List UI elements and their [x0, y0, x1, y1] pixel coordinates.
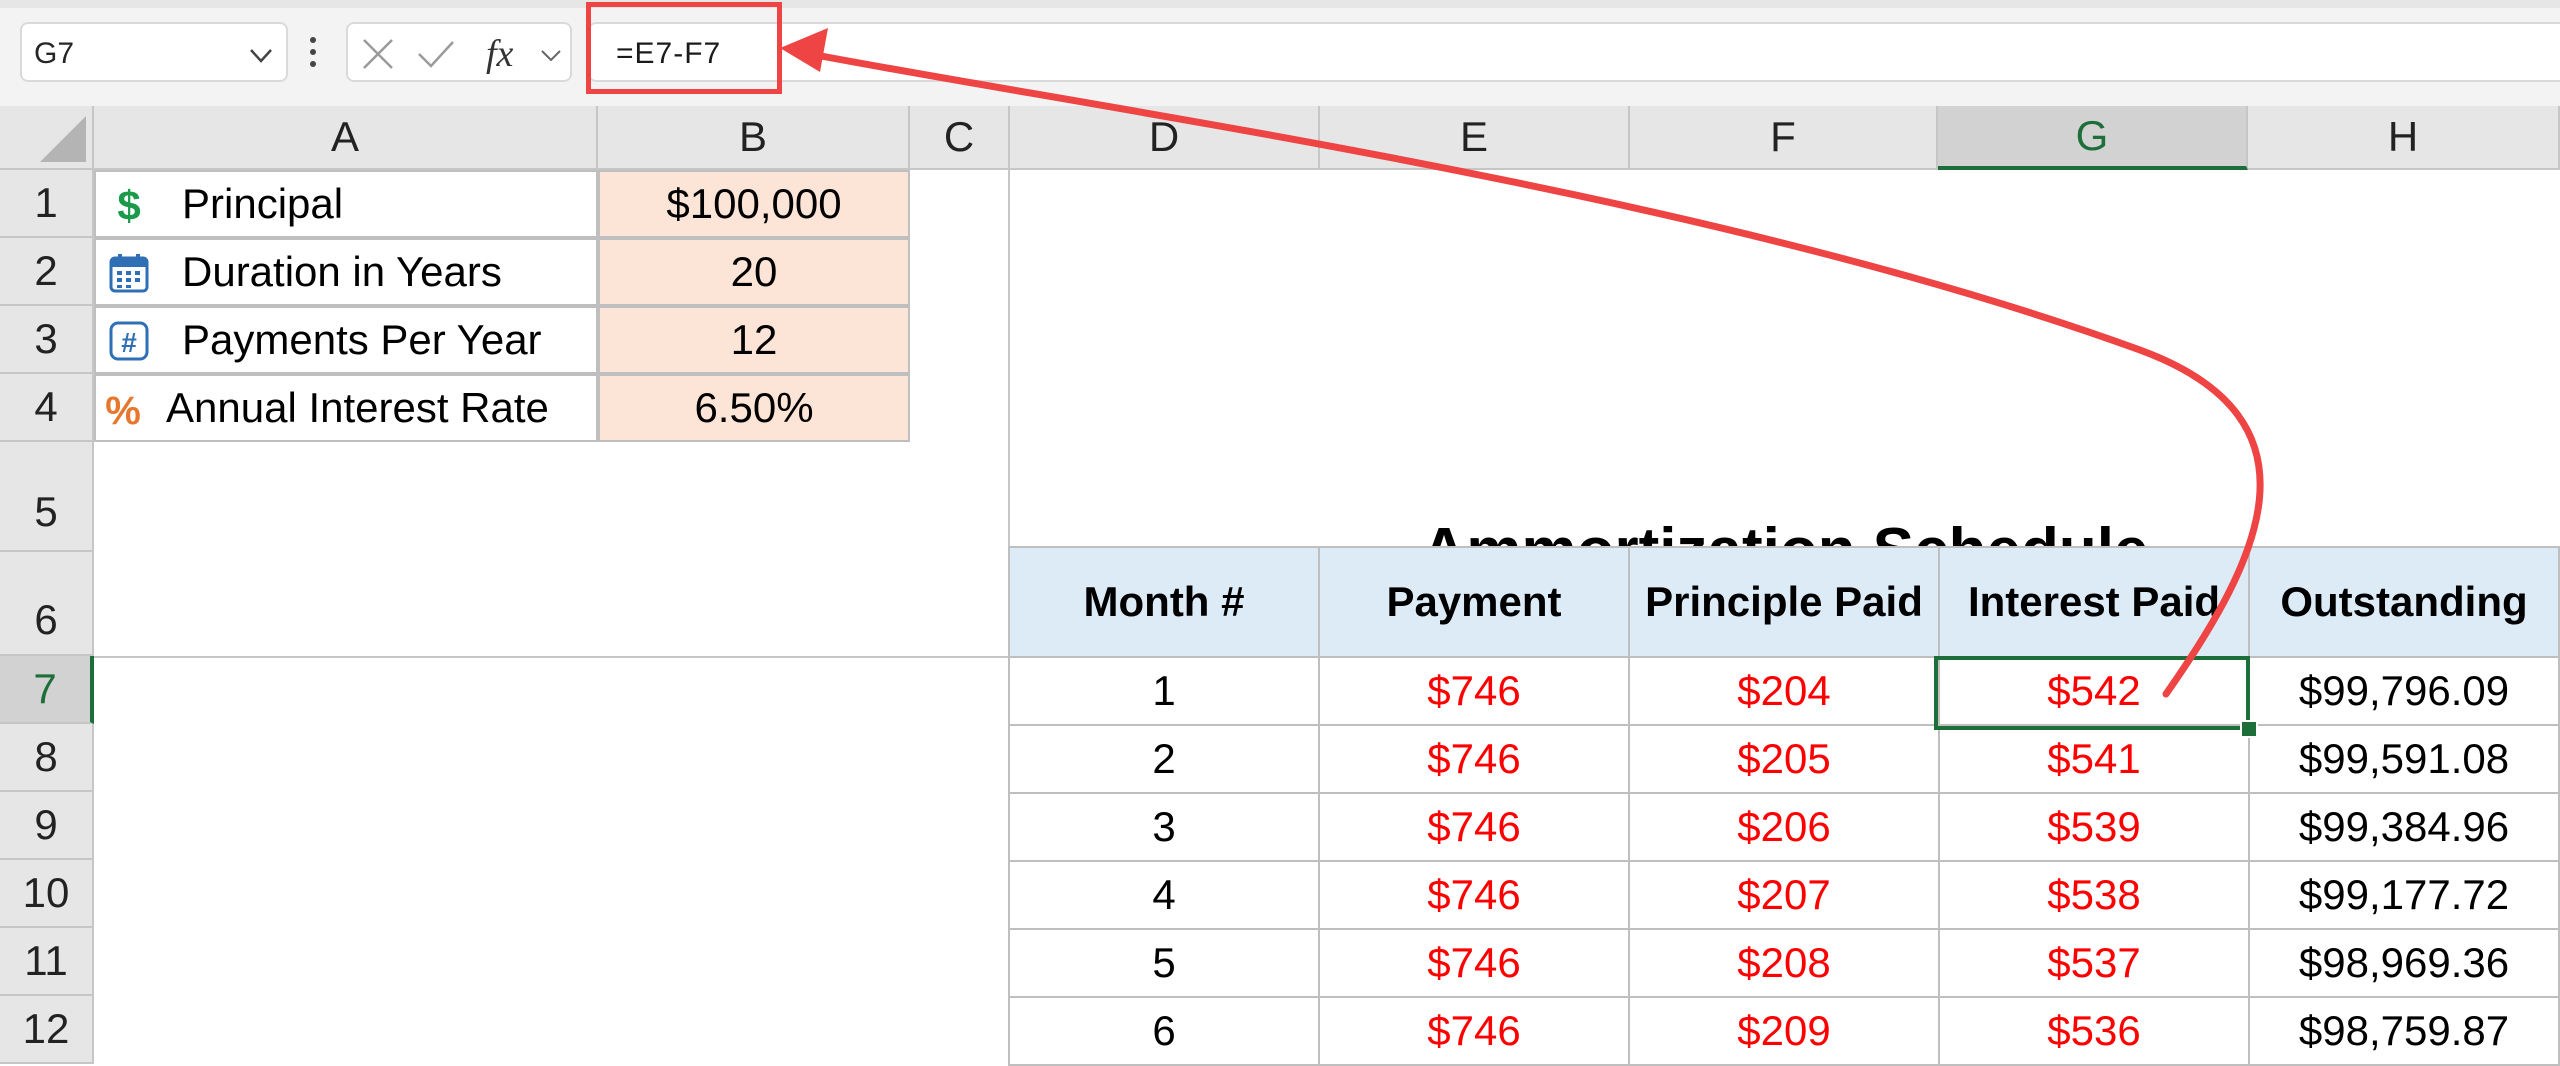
schedule-cell[interactable]: $208 [1628, 928, 1940, 998]
schedule-cell[interactable]: $746 [1318, 928, 1630, 998]
input-label: Principal [182, 180, 344, 227]
schedule-cell[interactable]: $542 [1938, 656, 2250, 726]
spreadsheet-grid: A B C D E F G H 1 2 3 4 5 6 7 8 9 10 11 … [0, 106, 2560, 1066]
input-label: Annual Interest Rate [166, 384, 549, 431]
schedule-cell[interactable]: $537 [1938, 928, 2250, 998]
chevron-down-icon[interactable] [538, 42, 564, 68]
column-header-d[interactable]: D [1010, 106, 1320, 170]
input-value-cell[interactable]: 20 [598, 238, 910, 306]
schedule-cell[interactable]: $538 [1938, 860, 2250, 930]
input-label: Payments Per Year [182, 316, 542, 363]
schedule-cell[interactable]: $746 [1318, 792, 1630, 862]
formula-text: =E7-F7 [616, 37, 722, 70]
schedule-cell[interactable]: $536 [1938, 996, 2250, 1066]
schedule-header[interactable]: Interest Paid [1938, 546, 2250, 658]
fill-handle[interactable] [2240, 720, 2258, 738]
schedule-cell[interactable]: 1 [1008, 656, 1320, 726]
enter-check-icon[interactable] [416, 36, 456, 72]
schedule-cell[interactable]: 5 [1008, 928, 1320, 998]
svg-text:#: # [121, 327, 137, 358]
schedule-cell[interactable]: $98,759.87 [2248, 996, 2560, 1066]
input-label-cell[interactable]: $ Principal [94, 170, 598, 238]
row-header-4[interactable]: 4 [0, 374, 94, 442]
row-header-6[interactable]: 6 [0, 552, 94, 656]
column-header-e[interactable]: E [1320, 106, 1630, 170]
more-options-icon[interactable] [307, 28, 319, 76]
formula-bar: G7 fx =E7-F7 [0, 0, 2560, 106]
column-header-g[interactable]: G [1938, 106, 2248, 170]
schedule-cell[interactable]: $746 [1318, 860, 1630, 930]
input-label: Duration in Years [182, 248, 502, 295]
row-header-12[interactable]: 12 [0, 996, 94, 1064]
schedule-header[interactable]: Payment [1318, 546, 1630, 658]
row-divider [94, 656, 1010, 658]
schedule-cell[interactable]: $207 [1628, 860, 1940, 930]
hash-icon: # [109, 321, 149, 361]
row-header-5[interactable]: 5 [0, 442, 94, 552]
input-label-cell[interactable]: Duration in Years [94, 238, 598, 306]
name-box[interactable]: G7 [20, 22, 288, 82]
schedule-cell[interactable]: $99,384.96 [2248, 792, 2560, 862]
row-header-9[interactable]: 9 [0, 792, 94, 860]
row-header-2[interactable]: 2 [0, 238, 94, 306]
input-value-cell[interactable]: $100,000 [598, 170, 910, 238]
schedule-cell[interactable]: $206 [1628, 792, 1940, 862]
input-label-cell[interactable]: % Annual Interest Rate [94, 374, 598, 442]
ribbon-edge [0, 0, 2560, 8]
schedule-cell[interactable]: $539 [1938, 792, 2250, 862]
schedule-cell[interactable]: $99,591.08 [2248, 724, 2560, 794]
schedule-cell[interactable]: $209 [1628, 996, 1940, 1066]
schedule-cell[interactable]: $98,969.36 [2248, 928, 2560, 998]
dollar-icon: $ [117, 184, 140, 226]
schedule-cell[interactable]: 3 [1008, 792, 1320, 862]
schedule-header[interactable]: Outstanding [2248, 546, 2560, 658]
input-value-cell[interactable]: 12 [598, 306, 910, 374]
chevron-down-icon[interactable] [246, 40, 276, 70]
formula-highlight-box [586, 2, 782, 94]
insert-function-icon[interactable]: fx [486, 33, 514, 75]
formula-input[interactable]: =E7-F7 [588, 22, 2560, 82]
row-header-11[interactable]: 11 [0, 928, 94, 996]
percent-icon: % [105, 389, 141, 430]
calendar-icon [109, 254, 149, 293]
column-header-a[interactable]: A [94, 106, 598, 170]
schedule-cell[interactable]: 6 [1008, 996, 1320, 1066]
svg-text:%: % [105, 389, 141, 430]
schedule-cell[interactable]: $205 [1628, 724, 1940, 794]
schedule-cell[interactable]: $99,177.72 [2248, 860, 2560, 930]
schedule-cell[interactable]: $204 [1628, 656, 1940, 726]
schedule-cell[interactable]: 2 [1008, 724, 1320, 794]
column-header-c[interactable]: C [910, 106, 1010, 170]
schedule-cell[interactable]: 4 [1008, 860, 1320, 930]
row-header-8[interactable]: 8 [0, 724, 94, 792]
schedule-cell[interactable]: $746 [1318, 996, 1630, 1066]
row-header-1[interactable]: 1 [0, 170, 94, 238]
column-header-b[interactable]: B [598, 106, 910, 170]
svg-text:$: $ [117, 184, 140, 226]
schedule-cell[interactable]: $541 [1938, 724, 2250, 794]
row-header-10[interactable]: 10 [0, 860, 94, 928]
schedule-header[interactable]: Month # [1008, 546, 1320, 658]
input-label-cell[interactable]: # Payments Per Year [94, 306, 598, 374]
cancel-icon[interactable] [360, 36, 396, 72]
column-header-f[interactable]: F [1630, 106, 1938, 170]
select-all-corner[interactable] [0, 106, 94, 170]
column-header-h[interactable]: H [2248, 106, 2560, 170]
schedule-cell[interactable]: $746 [1318, 656, 1630, 726]
formula-actions: fx [346, 22, 572, 82]
name-box-value: G7 [34, 37, 75, 70]
input-value-cell[interactable]: 6.50% [598, 374, 910, 442]
row-header-7[interactable]: 7 [0, 656, 94, 724]
schedule-cell[interactable]: $746 [1318, 724, 1630, 794]
schedule-header[interactable]: Principle Paid [1628, 546, 1940, 658]
schedule-cell[interactable]: $99,796.09 [2248, 656, 2560, 726]
row-header-3[interactable]: 3 [0, 306, 94, 374]
